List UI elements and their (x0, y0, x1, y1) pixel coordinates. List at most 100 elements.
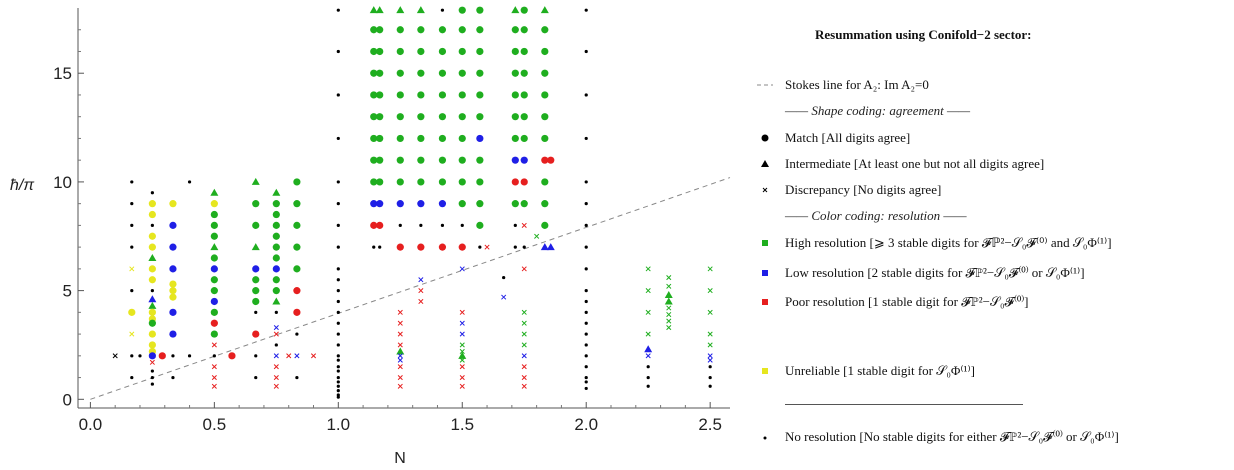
data-point (272, 188, 281, 196)
data-point (274, 343, 278, 347)
data-point (417, 156, 425, 164)
data-point (210, 188, 219, 196)
data-point (272, 287, 280, 295)
data-point (664, 297, 673, 305)
data-point (370, 69, 378, 77)
data-point (211, 364, 217, 370)
data-point (376, 221, 384, 229)
data-point (273, 331, 279, 337)
data-point (228, 352, 236, 360)
data-point (272, 210, 280, 219)
x-tick-label: 0.5 (203, 415, 227, 434)
data-point (541, 69, 549, 77)
data-point (547, 156, 555, 164)
data-point (150, 382, 154, 386)
data-point (150, 191, 154, 195)
data-point (584, 93, 588, 97)
data-point (521, 383, 527, 389)
data-point (438, 69, 447, 77)
data-point (397, 383, 403, 389)
data-point (646, 365, 650, 369)
data-point (666, 305, 672, 311)
data-point (370, 113, 378, 121)
data-point (541, 178, 549, 186)
data-point (169, 200, 177, 208)
data-point (584, 321, 588, 325)
data-point (418, 288, 424, 294)
data-point (438, 113, 447, 121)
data-point (707, 331, 713, 337)
data-point (148, 243, 156, 251)
data-point (336, 245, 340, 249)
data-point (707, 309, 713, 315)
data-point (148, 301, 157, 309)
data-point (511, 134, 519, 143)
data-point (158, 352, 166, 360)
data-point (511, 200, 519, 208)
legend-low-label: Low resolution [2 stable digits for 𝓕ℙ²−… (785, 265, 1085, 280)
data-point (511, 6, 520, 14)
data-point (438, 178, 447, 186)
data-point (293, 200, 301, 208)
x-tick-label: 1.0 (326, 415, 350, 434)
data-point (370, 134, 378, 143)
data-point (169, 280, 177, 288)
data-point (372, 245, 376, 249)
data-point (272, 265, 280, 273)
data-point (520, 6, 528, 14)
data-point (138, 354, 142, 358)
data-point (169, 308, 177, 316)
data-point (438, 243, 447, 251)
data-point (396, 156, 404, 164)
data-point (417, 113, 425, 121)
data-point (458, 156, 466, 164)
data-point (370, 26, 378, 34)
data-point (150, 223, 154, 227)
data-point (520, 134, 528, 143)
data-point (251, 243, 260, 251)
data-point (210, 210, 218, 219)
data-point (336, 223, 340, 227)
data-point (336, 354, 340, 358)
data-point (708, 365, 712, 369)
data-point (458, 113, 466, 121)
data-point (584, 267, 588, 271)
data-point (460, 223, 464, 227)
data-point (459, 331, 465, 337)
data-point (148, 295, 157, 303)
data-point (148, 232, 156, 240)
data-point (336, 375, 340, 380)
data-point (148, 276, 156, 284)
data-point (148, 254, 157, 261)
data-point (521, 266, 527, 272)
data-point (148, 341, 156, 349)
black-circle-icon (755, 129, 775, 152)
data-point (520, 47, 528, 56)
data-point (130, 245, 134, 249)
data-point (252, 330, 260, 338)
data-point (440, 8, 445, 12)
data-point (584, 223, 588, 227)
data-point (336, 267, 340, 271)
small-dot-icon (755, 428, 775, 451)
data-point (336, 278, 340, 282)
yellow-square-icon (755, 362, 775, 385)
data-point (459, 266, 465, 272)
data-point (440, 223, 445, 227)
data-point (416, 6, 425, 14)
legend-color-header-label: —— Color coding: resolution —— (785, 208, 967, 223)
data-point (336, 93, 340, 97)
data-point (458, 91, 466, 99)
data-point (584, 354, 588, 358)
legend-high-label: High resolution [⩾ 3 stable digits for 𝓕… (785, 235, 1112, 250)
data-point (459, 309, 465, 315)
data-point (210, 200, 218, 208)
data-point (459, 348, 465, 355)
data-point (541, 113, 549, 121)
x-tick-label: 0.0 (79, 415, 103, 434)
legend-poor-label: Poor resolution [1 stable digit for 𝓕ℙ²−… (785, 294, 1029, 309)
data-point (148, 265, 156, 273)
data-point (708, 375, 712, 380)
data-point (459, 364, 465, 370)
data-point (169, 330, 177, 338)
